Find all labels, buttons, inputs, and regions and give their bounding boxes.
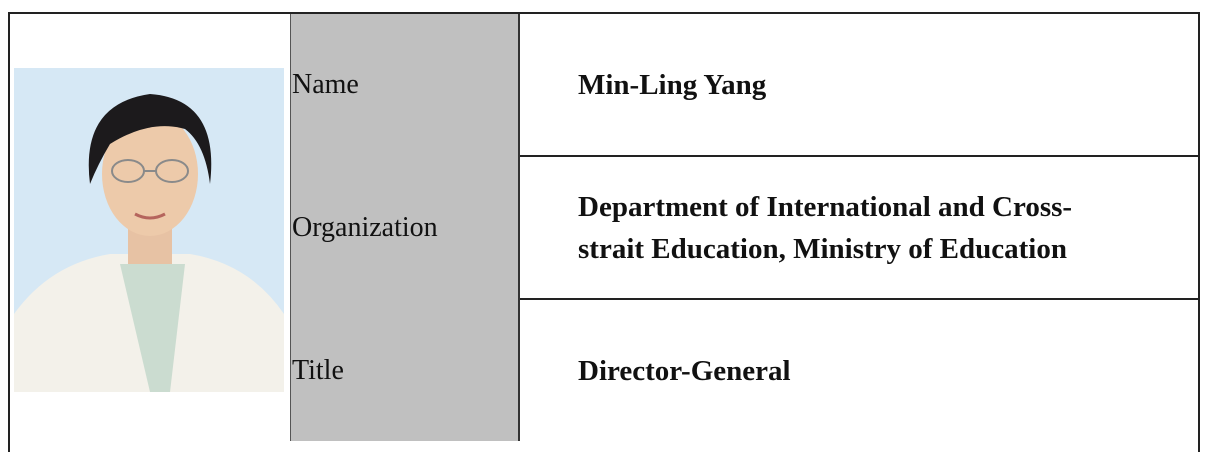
row-value: Min-Ling Yang <box>578 14 1138 155</box>
label-column <box>290 14 520 441</box>
row-divider <box>520 298 1200 300</box>
row-label-text: Title <box>292 354 344 386</box>
row-value-text: Min-Ling Yang <box>578 68 767 101</box>
photo-face <box>102 112 198 236</box>
row-divider <box>520 155 1200 157</box>
table-frame <box>8 12 1200 452</box>
row-value-text: Department of International and Cross-st… <box>578 190 1073 265</box>
row-label: Title <box>290 300 520 441</box>
photo-mouth <box>134 212 166 220</box>
row-value-text: Director-General <box>578 354 791 387</box>
row-value: Director-General <box>578 300 1138 441</box>
row-value: Department of International and Cross-st… <box>578 157 1138 298</box>
page: {"rows": [ {"label": "Name", "value": "M… <box>8 12 1200 452</box>
row-label: Name <box>290 14 520 155</box>
photo-hair <box>88 94 212 184</box>
photo-glasses <box>111 159 189 183</box>
row-label-text: Organization <box>292 211 438 243</box>
row-label-text: Name <box>292 68 359 100</box>
photo-cell <box>10 14 290 441</box>
portrait-photo <box>14 68 284 392</box>
row-label: Organization <box>290 157 520 298</box>
photo-scarf <box>120 264 185 392</box>
